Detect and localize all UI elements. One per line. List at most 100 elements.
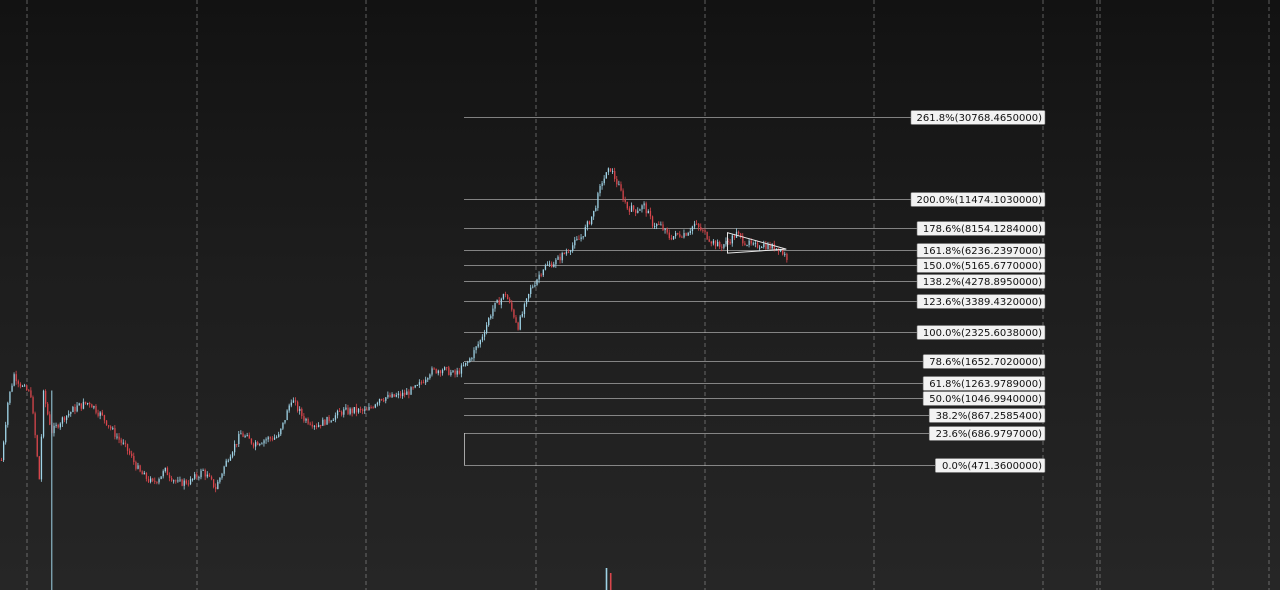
candle-177 (372, 405, 374, 409)
candle-body-120 (252, 443, 255, 447)
candle-316 (664, 228, 666, 234)
candle-199 (418, 379, 421, 388)
candle-88 (185, 479, 187, 485)
candle-body-214 (450, 372, 452, 376)
candle-217 (456, 367, 458, 378)
candle-body-197 (414, 385, 416, 388)
fib-label-box-5 (916, 274, 1046, 289)
candle-291 (612, 168, 614, 174)
candle-body-306 (643, 203, 645, 206)
candle-195 (410, 386, 412, 395)
candle-339 (712, 239, 715, 246)
candle-body-158 (332, 419, 334, 421)
candle-187 (393, 393, 395, 398)
candle-53 (112, 426, 114, 430)
candle-272 (572, 242, 574, 253)
candle-body-182 (383, 400, 385, 402)
candle-64 (135, 460, 137, 471)
candle-224 (471, 357, 473, 361)
fib-label-text-8: 78.6%(1652.7020000) (929, 357, 1042, 368)
candle-216 (454, 369, 456, 378)
candle-245 (515, 315, 517, 324)
candle-76 (160, 476, 162, 480)
candle-body-189 (397, 393, 400, 396)
candle-157 (330, 419, 332, 423)
candle-body-362 (761, 247, 763, 249)
candle-108 (227, 458, 229, 463)
candle-body-5 (11, 385, 13, 392)
triangle-pattern[interactable] (727, 232, 787, 254)
candle-164 (345, 404, 347, 411)
candle-body-218 (458, 370, 460, 374)
candle-317 (666, 227, 668, 235)
candle-body-331 (696, 223, 698, 225)
candle-223 (469, 357, 471, 363)
candle-body-54 (114, 428, 116, 437)
candle-213 (448, 365, 450, 376)
candle-body-194 (408, 391, 410, 395)
candle-body-15 (32, 397, 34, 414)
candle-body-232 (488, 318, 490, 326)
candle-306 (643, 201, 645, 210)
candle-222 (467, 360, 469, 367)
candle-270 (567, 249, 570, 254)
candle-body-71 (150, 478, 152, 482)
candle-121 (255, 440, 257, 451)
candle-body-235 (494, 302, 496, 309)
candle-354 (744, 241, 746, 246)
candle-body-338 (710, 241, 712, 244)
candle-47 (99, 411, 101, 420)
candle-51 (108, 425, 110, 429)
candle-72 (152, 477, 154, 483)
candle-body-361 (759, 247, 761, 249)
candle-body-47 (99, 412, 101, 416)
candle-362 (761, 245, 763, 249)
candle-body-272 (572, 245, 574, 251)
candle-348 (731, 233, 733, 247)
candle-body-174 (366, 409, 368, 411)
candle-114 (240, 430, 242, 435)
candle-301 (633, 204, 635, 212)
candle-308 (647, 209, 649, 214)
candle-66 (139, 464, 141, 473)
candle-299 (628, 206, 631, 215)
candle-body-288 (605, 172, 607, 179)
candle-342 (719, 240, 721, 249)
candle-body-155 (326, 416, 328, 425)
candle-13 (28, 389, 30, 392)
candle-170 (357, 408, 360, 414)
candle-body-128 (269, 437, 271, 439)
fib-label-1: 200.0%(11474.1030000) (910, 192, 1046, 207)
candle-294 (618, 180, 620, 186)
candle-258 (542, 269, 544, 277)
candle-333 (700, 223, 702, 232)
candle-6 (13, 372, 15, 387)
candle-body-222 (467, 362, 469, 364)
fib-label-box-7 (916, 325, 1046, 340)
candle-318 (668, 229, 670, 240)
candle-body-114 (240, 433, 242, 435)
candle-body-367 (771, 243, 773, 249)
candle-body-233 (490, 316, 492, 319)
candle-58 (122, 439, 124, 445)
candle-body-134 (282, 422, 284, 429)
candle-80 (168, 472, 171, 482)
candle-body-103 (217, 481, 219, 490)
candle-body-51 (108, 425, 110, 427)
candle-267 (561, 251, 563, 264)
fib-label-text-12: 23.6%(686.9797000) (936, 429, 1042, 440)
candle-43 (91, 403, 93, 408)
candle-body-198 (416, 385, 418, 387)
candle-21 (45, 389, 47, 408)
candle-body-238 (500, 298, 502, 305)
candle-body-206 (433, 368, 435, 370)
candle-body-64 (135, 462, 137, 469)
candle-body-224 (471, 358, 473, 360)
candle-body-63 (133, 455, 135, 463)
candle-307 (645, 201, 647, 217)
candle-body-123 (259, 443, 261, 445)
candle-body-372 (782, 250, 784, 255)
candles (0, 167, 788, 590)
candle-body-99 (208, 474, 211, 477)
